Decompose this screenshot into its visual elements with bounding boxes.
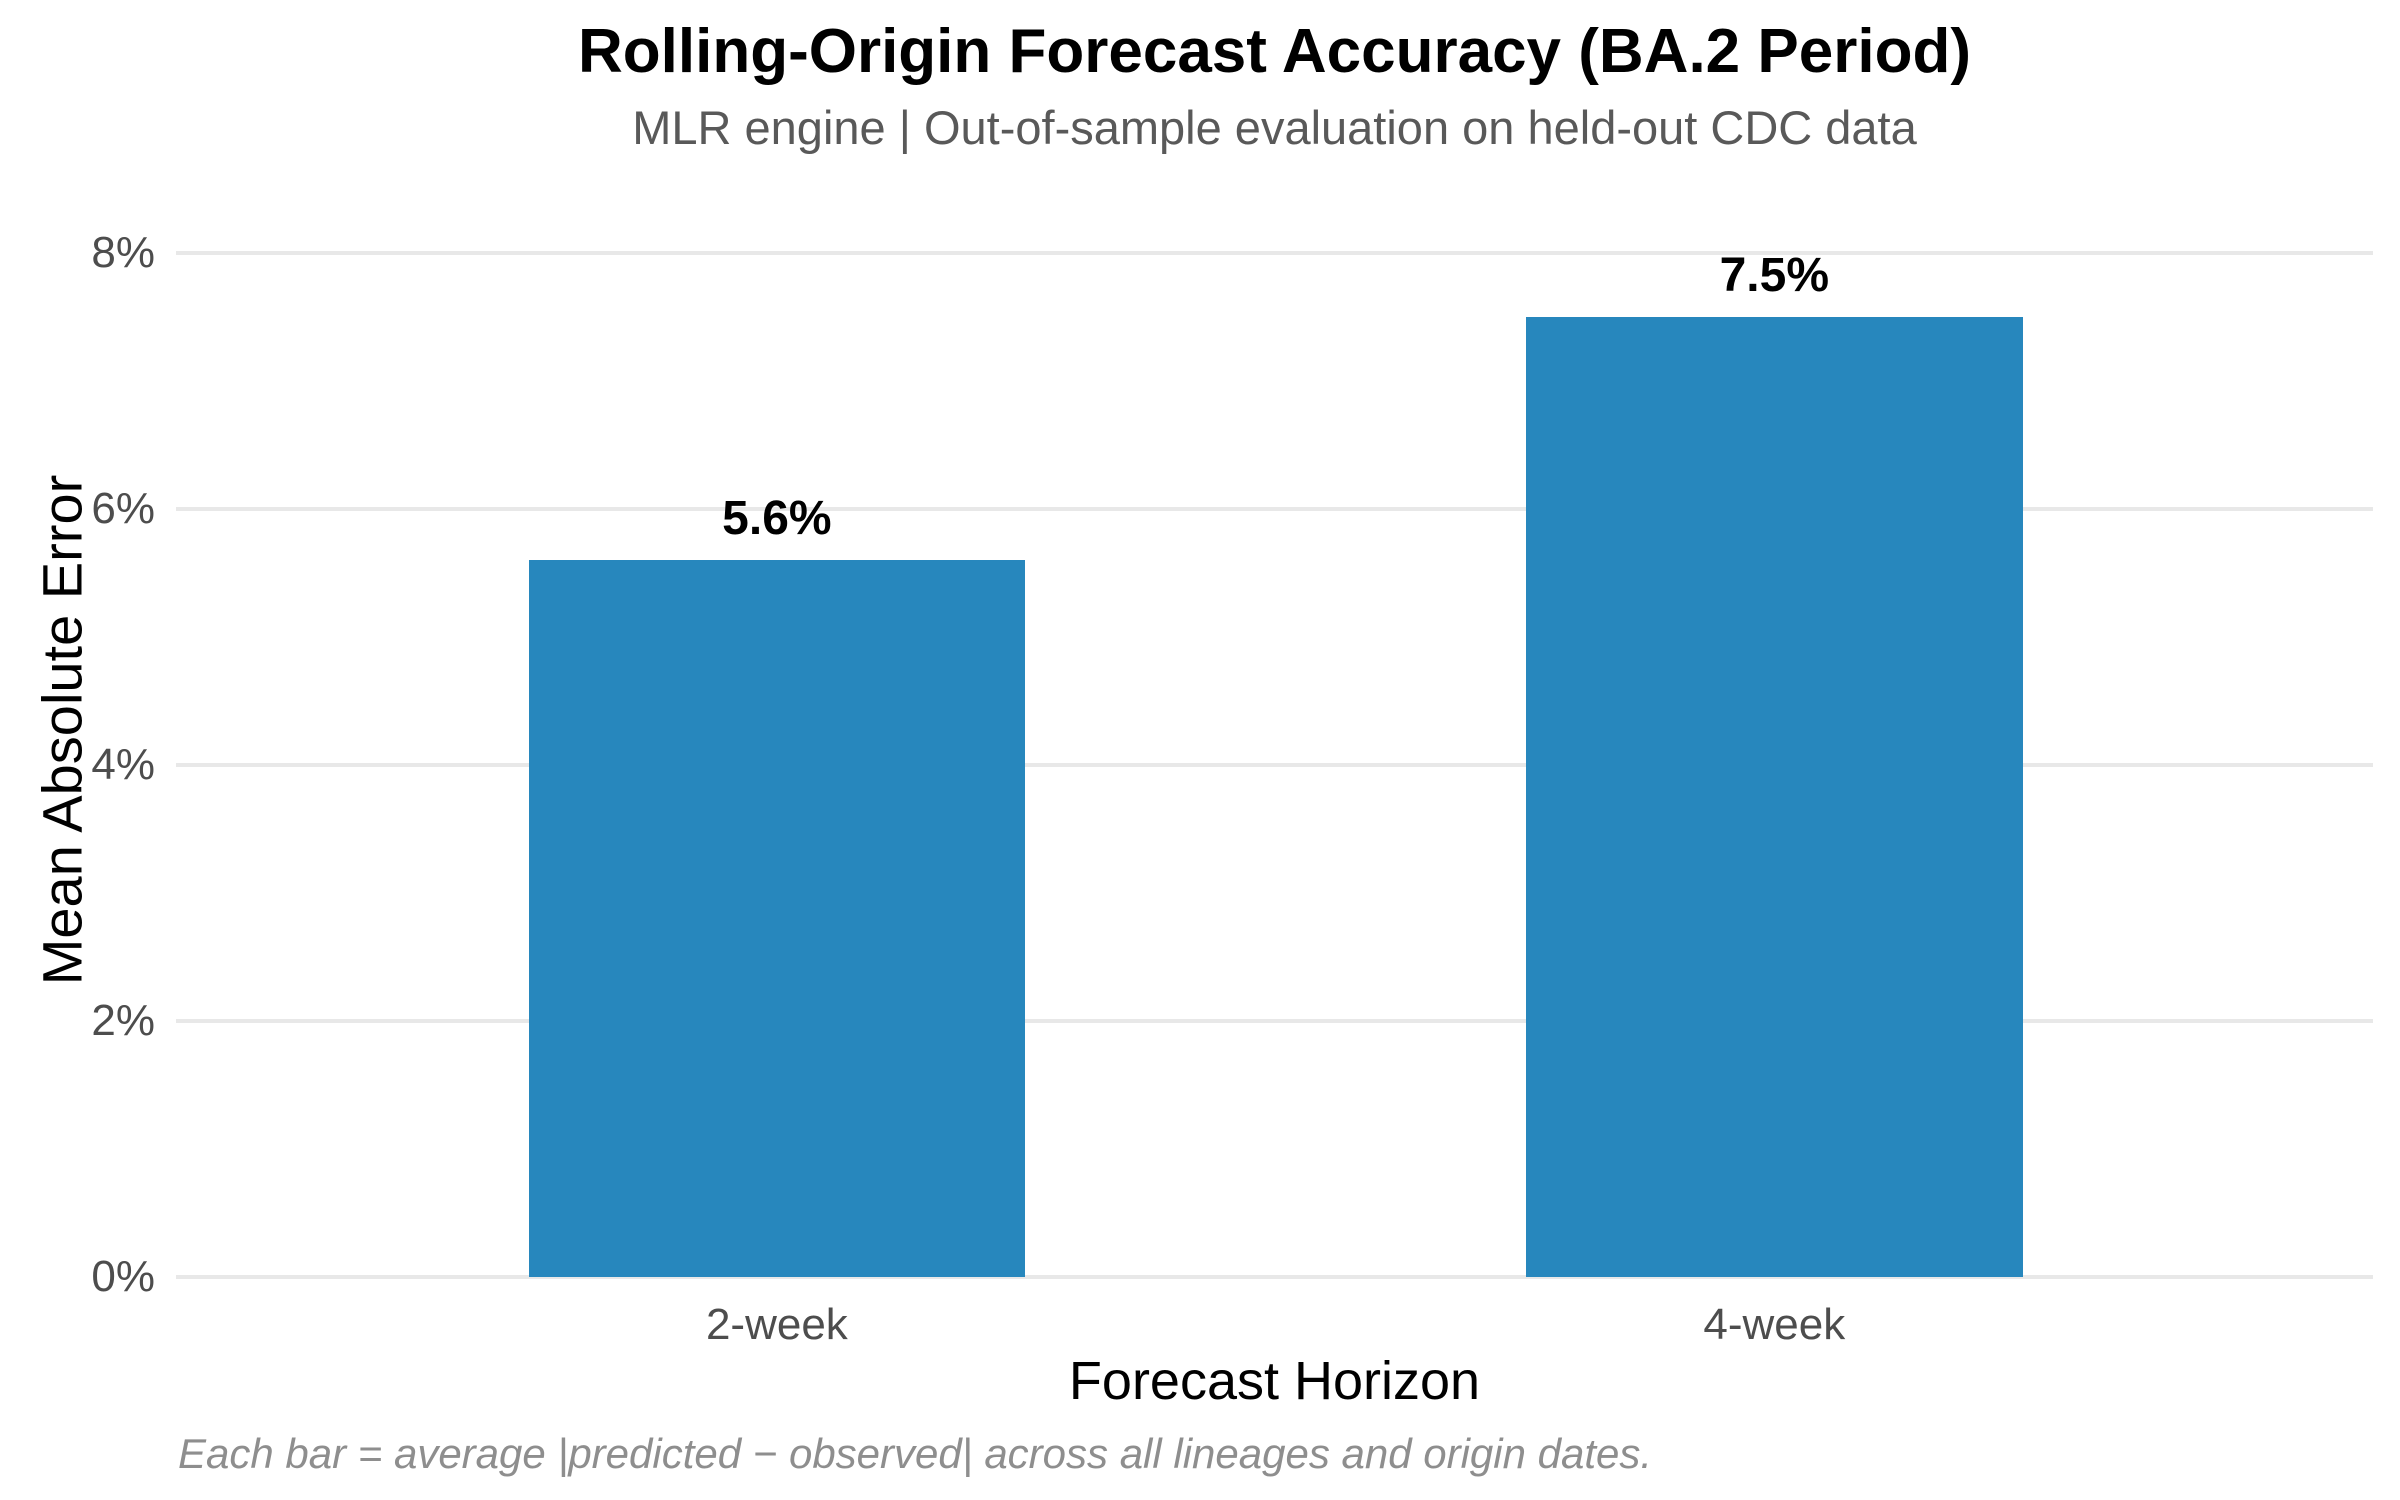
gridline (176, 507, 2373, 511)
y-axis-tick-labels: 0% 2% 4% 6% 8% (0, 0, 155, 1500)
gridline (176, 251, 2373, 255)
gridline (176, 1275, 2373, 1279)
bar-value-label: 7.5% (1719, 249, 1830, 302)
bar-4-week (1526, 317, 2023, 1277)
gridline (176, 763, 2373, 767)
chart-footnote: Each bar = average |predicted − observed… (178, 1430, 1653, 1477)
x-tick-label: 4-week (1703, 1300, 1846, 1349)
x-axis-title: Forecast Horizon (1068, 1351, 1481, 1411)
bar-value-label: 5.6% (722, 492, 832, 546)
y-tick-label: 8% (91, 228, 155, 277)
y-tick-label: 0% (91, 1252, 155, 1301)
y-tick-label: 2% (91, 996, 155, 1045)
y-tick-label: 6% (91, 484, 155, 533)
gridline (176, 1019, 2373, 1023)
chart-title: Rolling-Origin Forecast Accuracy (BA.2 P… (578, 17, 1971, 86)
x-tick-label: 2-week (705, 1300, 848, 1349)
plot-area: 5.6% 7.5% (176, 249, 2373, 1279)
bar-2-week (528, 560, 1026, 1277)
y-tick-label: 4% (91, 740, 155, 789)
chart-subtitle: MLR engine | Out-of-sample evaluation on… (632, 101, 1917, 154)
